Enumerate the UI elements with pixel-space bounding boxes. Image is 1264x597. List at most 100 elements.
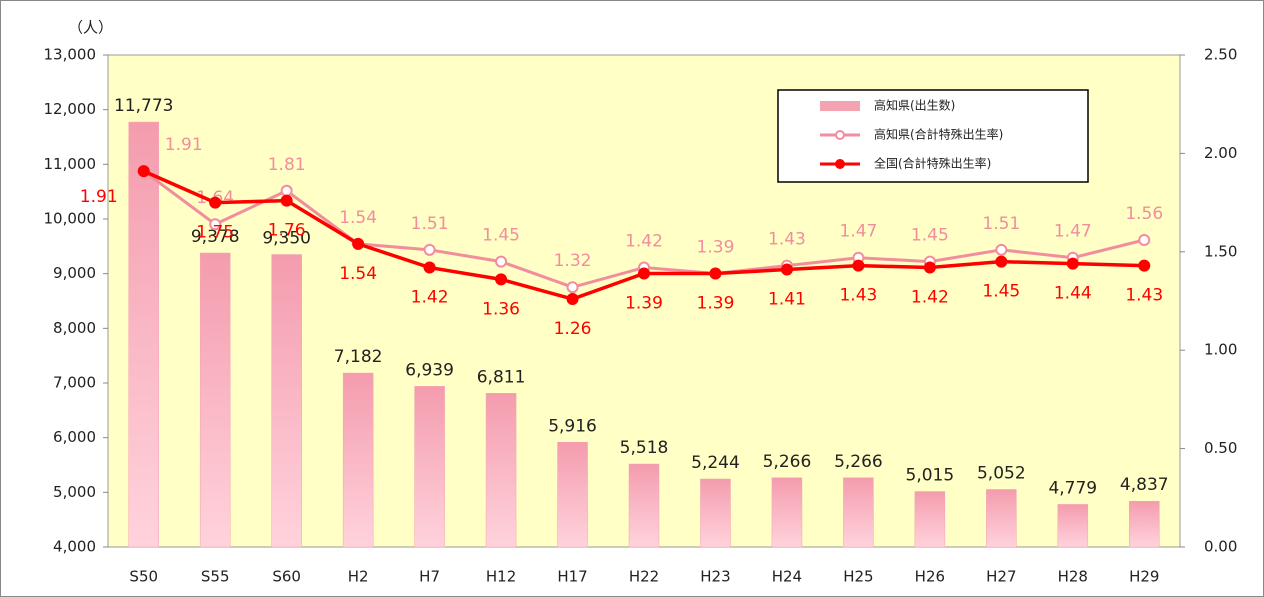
bar-label: 5,266 [834, 452, 883, 472]
marker [780, 263, 793, 276]
bar [342, 372, 374, 548]
bar-label: 6,939 [405, 360, 454, 380]
bar [1057, 504, 1089, 548]
data-label: 1.43 [839, 286, 877, 306]
y2-tick-label: 2.50 [1204, 46, 1237, 64]
y2-tick-label: 2.00 [1204, 144, 1237, 162]
marker [280, 184, 293, 197]
y-tick-label: 8,000 [53, 319, 96, 337]
data-label: 1.36 [482, 299, 520, 319]
x-tick-label: H12 [486, 568, 516, 586]
data-label: 1.45 [482, 226, 520, 246]
marker [566, 293, 579, 306]
x-tick-label: H23 [700, 568, 730, 586]
bar [271, 254, 302, 548]
data-label: 1.39 [697, 237, 735, 257]
bar-label: 5,052 [977, 463, 1026, 483]
data-label: 1.47 [1054, 222, 1092, 242]
x-tick-label: H2 [348, 568, 369, 586]
marker [137, 165, 150, 178]
x-tick-label: H24 [772, 568, 802, 586]
bar [414, 386, 445, 548]
y-tick-label: 7,000 [53, 374, 96, 392]
data-label: 1.54 [339, 264, 377, 284]
marker [852, 259, 865, 272]
legend-marker [835, 130, 845, 140]
data-label: 1.32 [554, 251, 592, 271]
bar-label: 5,015 [906, 466, 955, 486]
marker [638, 267, 650, 280]
y-tick-label: 11,000 [44, 155, 97, 173]
marker [495, 273, 508, 286]
bar-label: 5,916 [548, 416, 597, 436]
data-label: 1.54 [339, 208, 377, 228]
x-tick-label: H26 [915, 568, 945, 586]
x-tick-label: H27 [986, 568, 1016, 586]
bar-label: 9,378 [191, 227, 240, 247]
bar-label: 9,350 [262, 229, 311, 249]
bar-label: 11,773 [114, 96, 173, 116]
data-label: 1.39 [625, 293, 663, 313]
y2-tick-label: 1.00 [1204, 341, 1237, 359]
data-label: 1.43 [768, 230, 806, 250]
legend-label: 高知県(出生数) [874, 98, 955, 113]
data-label: 1.44 [1054, 284, 1092, 304]
legend-marker [835, 159, 845, 169]
bar [628, 463, 660, 548]
marker [423, 243, 436, 256]
data-label: 1.81 [268, 155, 306, 175]
marker [923, 261, 936, 274]
bar [700, 478, 731, 548]
y-tick-label: 13,000 [44, 46, 97, 64]
marker [995, 255, 1008, 268]
x-tick-label: H17 [557, 568, 587, 586]
data-label: 1.45 [982, 282, 1020, 302]
marker [995, 243, 1008, 256]
y2-tick-label: 0.50 [1204, 439, 1237, 457]
bar [771, 477, 803, 548]
marker [423, 261, 436, 274]
marker [209, 196, 222, 209]
marker [709, 267, 722, 280]
marker [209, 218, 222, 231]
data-label: 1.26 [554, 319, 592, 339]
x-tick-label: H28 [1058, 568, 1088, 586]
x-tick-label: H7 [419, 568, 440, 586]
data-label: 1.42 [411, 288, 449, 308]
data-label: 1.43 [1125, 286, 1163, 306]
bar-label: 6,811 [477, 367, 526, 387]
y-tick-label: 4,000 [53, 538, 96, 556]
marker [495, 255, 508, 268]
data-label: 1.91 [165, 135, 203, 155]
bar [1129, 500, 1160, 548]
y-tick-label: 9,000 [53, 264, 96, 282]
marker [1138, 233, 1151, 246]
y2-tick-label: 1.50 [1204, 242, 1237, 260]
bar-label: 5,518 [620, 438, 669, 458]
marker [280, 194, 293, 207]
x-tick-label: S50 [129, 568, 158, 586]
data-label: 1.56 [1125, 204, 1163, 224]
data-label: 1.45 [911, 226, 949, 246]
x-tick-label: H25 [843, 568, 873, 586]
x-tick-label: S55 [201, 568, 230, 586]
bar [557, 442, 588, 548]
marker [1066, 257, 1079, 270]
data-label: 1.51 [411, 214, 449, 234]
bar [986, 489, 1017, 548]
data-label: 1.51 [982, 214, 1020, 234]
bar-label: 4,837 [1120, 475, 1169, 495]
bar-label: 5,244 [691, 453, 740, 473]
bar [199, 252, 231, 548]
y-tick-label: 6,000 [53, 428, 96, 446]
x-tick-label: H22 [629, 568, 659, 586]
y-tick-label: 5,000 [53, 483, 96, 501]
bar-label: 4,779 [1048, 478, 1097, 498]
data-label: 1.42 [625, 232, 663, 252]
y-tick-label: 12,000 [44, 100, 97, 118]
data-label: 1.41 [768, 290, 806, 310]
y-tick-label: 10,000 [44, 210, 97, 228]
y2-tick-label: 0.00 [1204, 538, 1237, 556]
bar-label: 5,266 [763, 452, 812, 472]
